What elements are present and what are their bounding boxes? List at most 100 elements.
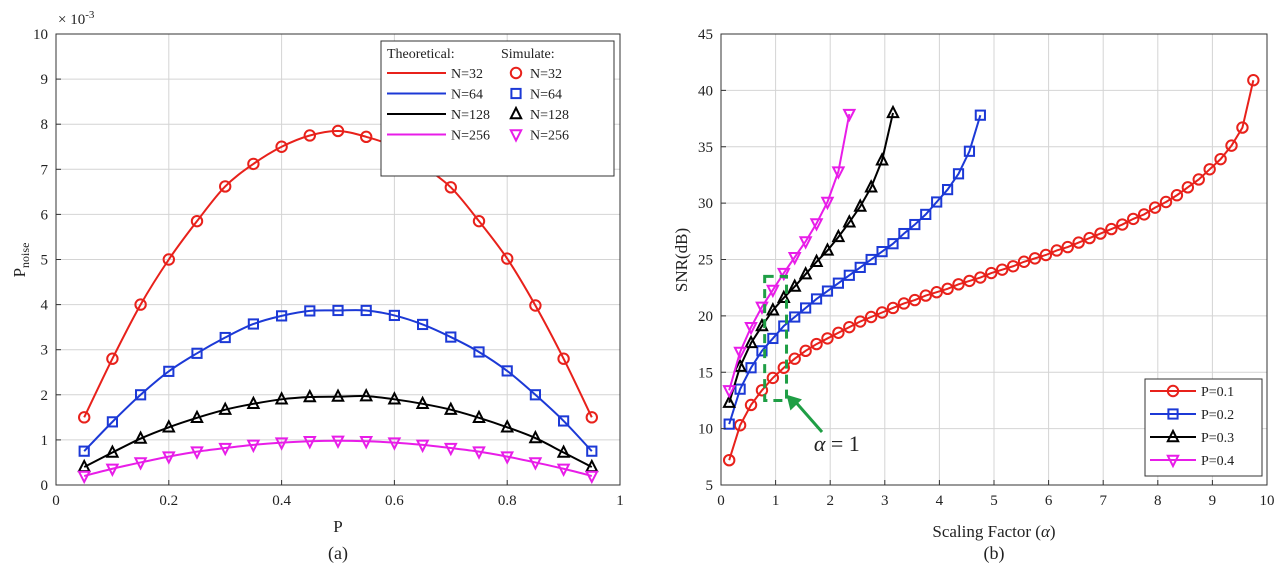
chart-a-data-point <box>105 444 120 458</box>
chart-a-data-point <box>105 463 120 477</box>
legend-label: P=0.2 <box>1201 408 1234 423</box>
chart-b-data-point <box>1083 231 1096 245</box>
chart-b-legend: P=0.1 P=0.2 P=0.3 P=0.4 <box>1144 378 1263 477</box>
chart-b-data-point <box>853 198 868 212</box>
chart-b-data-point <box>821 285 834 297</box>
alpha-arrow-head <box>786 394 802 411</box>
chart-a-data-point <box>415 439 430 454</box>
chart-b-data-point <box>820 242 835 256</box>
chart-b-ytick-label: 45 <box>698 27 713 43</box>
chart-a-data-point <box>331 124 345 138</box>
chart-b-xtick-label: 0 <box>717 493 725 509</box>
chart-a-xtick-label: 0.4 <box>272 493 291 509</box>
panel-b-caption: (b) <box>984 543 1005 564</box>
chart-a-data-point <box>163 365 175 377</box>
chart-b-data-point <box>974 109 986 121</box>
chart-b-data-point <box>734 383 746 395</box>
chart-a-data-point <box>274 391 289 405</box>
chart-b-data-point <box>1170 189 1184 202</box>
chart-b-data-point <box>776 267 791 282</box>
chart-a-ytick-label: 0 <box>41 478 49 494</box>
chart-b-data-point <box>985 266 998 280</box>
chart-a-data-point <box>134 298 147 311</box>
chart-b-data-point <box>1006 260 1020 273</box>
legend-theoretical-label: N=64 <box>451 88 483 103</box>
alpha-label: α = 1 <box>814 431 860 456</box>
chart-b-data-point <box>941 183 954 196</box>
chart-a-data-point <box>557 352 570 365</box>
chart-b-data-point <box>1137 208 1151 221</box>
chart-a-data-point <box>501 365 513 377</box>
chart-a-data-point <box>443 442 458 457</box>
chart-b-xlabel-close: ) <box>1050 522 1056 541</box>
legend-marker <box>1166 428 1180 443</box>
chart-a-data-point <box>332 304 344 317</box>
chart-b-data-point <box>821 332 834 345</box>
chart-a-data-point <box>331 435 345 450</box>
chart-b-data-point <box>854 261 866 273</box>
chart-a-series-n-256 <box>77 435 599 485</box>
chart-b-data-point <box>832 326 845 339</box>
chart-b-data-point <box>864 310 878 324</box>
chart-a-data-point <box>500 451 515 465</box>
chart-a-data-point <box>585 411 598 424</box>
panel-a-caption: (a) <box>328 543 348 564</box>
chart-b-data-point <box>1127 212 1140 226</box>
chart-b-data-point <box>733 358 747 372</box>
chart-b-xlabel: Scaling Factor (α) <box>932 522 1055 541</box>
legend-simulate-marker <box>510 87 522 100</box>
chart-a-ytick-label: 2 <box>41 388 49 404</box>
chart-a-data-point <box>584 470 599 485</box>
chart-a-series-line <box>83 129 593 418</box>
chart-b-data-point <box>744 398 758 412</box>
chart-b-xtick-label: 6 <box>1045 493 1053 509</box>
legend-simulate-label: N=128 <box>530 108 569 123</box>
chart-a-data-point <box>528 429 543 444</box>
chart-b-data-point <box>756 345 768 357</box>
chart-b-xtick-label: 3 <box>881 493 889 509</box>
chart-b-data-point <box>1072 236 1085 249</box>
chart-a-xtick-label: 0.2 <box>159 493 178 509</box>
chart-b-data-point <box>963 145 976 157</box>
chart-a-data-point <box>415 395 430 410</box>
legend-simulate-marker <box>509 66 523 80</box>
chart-a-data-point <box>133 430 148 444</box>
chart-b-data-point <box>843 269 855 281</box>
chart-b-data-point <box>1236 121 1249 134</box>
chart-a-data-point <box>556 463 571 477</box>
chart-a-data-point <box>387 437 402 451</box>
chart-b-data-point <box>1181 181 1195 194</box>
chart-a-xtick-label: 1 <box>616 493 624 509</box>
legend-simulate-heading: Simulate: <box>501 47 555 62</box>
chart-b-data-point <box>1050 244 1063 257</box>
chart-a-y-scale-exponent: -3 <box>85 9 95 21</box>
chart-b-ytick-label: 20 <box>698 309 713 325</box>
chart-b-data-point <box>766 284 780 299</box>
legend-simulate-marker <box>509 105 523 120</box>
chart-b-data-point <box>777 361 790 374</box>
chart-a-data-point <box>247 157 260 171</box>
chart-b-data-point <box>898 227 910 240</box>
chart-a-ytick-label: 7 <box>41 162 49 178</box>
chart-a-data-point <box>556 444 571 458</box>
chart-b-data-point <box>995 263 1009 276</box>
chart-b-data-point <box>875 306 889 319</box>
chart-b-data-point <box>787 278 802 292</box>
chart-b-data-point <box>952 168 965 180</box>
chart-a-xtick-label: 0 <box>52 493 60 509</box>
legend-label: P=0.4 <box>1201 454 1234 469</box>
chart-a-ytick-label: 4 <box>41 298 49 314</box>
chart-b-ytick-label: 35 <box>698 140 713 156</box>
chart-a-ytick-label: 1 <box>41 433 49 449</box>
chart-a-data-point <box>218 442 233 457</box>
chart-b-series-line <box>728 80 1255 461</box>
chart-b-data-point <box>810 293 823 305</box>
legend-theoretical-label: N=128 <box>451 108 490 123</box>
chart-b-data-point <box>864 179 878 193</box>
chart-b-data-point <box>919 289 932 302</box>
chart-b-data-point <box>745 362 757 374</box>
chart-a-data-point <box>586 445 598 457</box>
chart-b-data-point <box>1247 74 1260 87</box>
chart-b-data-point <box>1039 248 1053 262</box>
